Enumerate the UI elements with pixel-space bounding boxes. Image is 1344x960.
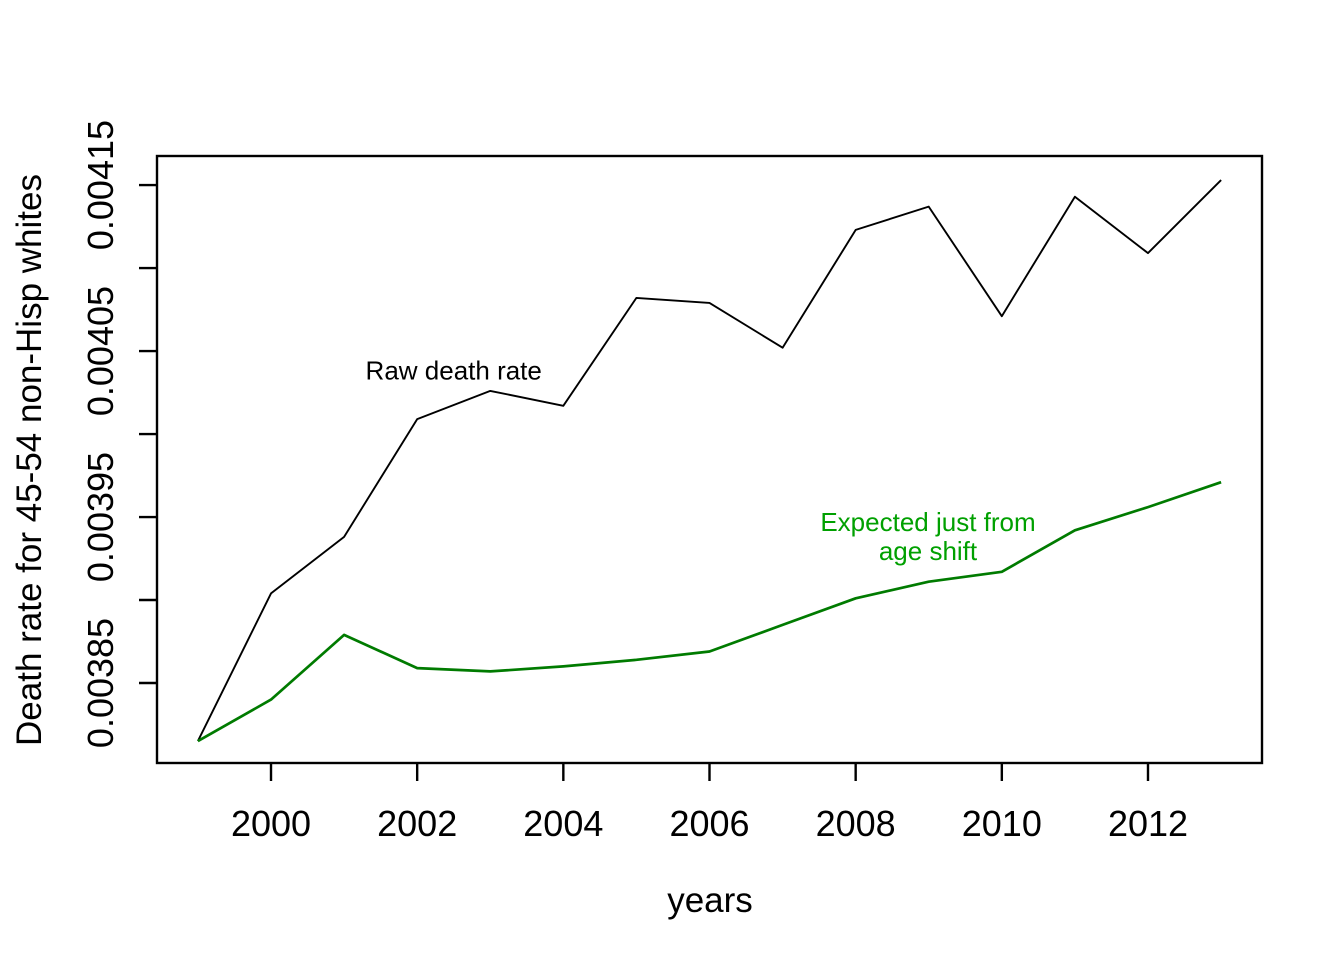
expected-series-annotation: Expected just from age shift bbox=[820, 506, 1036, 566]
x-axis-title: years bbox=[667, 881, 753, 920]
x-tick-label: 2010 bbox=[962, 803, 1042, 844]
y-tick-label: 0.00415 bbox=[80, 120, 121, 250]
x-tick-label: 2002 bbox=[377, 803, 457, 844]
expected-age-shift-line bbox=[197, 480, 1222, 743]
x-tick-label: 2000 bbox=[231, 803, 311, 844]
y-tick-label: 0.00385 bbox=[80, 618, 121, 748]
raw-death-rate-line bbox=[197, 179, 1222, 742]
x-tick-label: 2012 bbox=[1108, 803, 1188, 844]
x-tick-label: 2004 bbox=[523, 803, 603, 844]
raw-series-annotation: Raw death rate bbox=[365, 355, 542, 386]
y-tick-label: 0.00405 bbox=[80, 286, 121, 416]
plot-box bbox=[155, 154, 1264, 765]
x-tick-label: 2006 bbox=[669, 803, 749, 844]
x-tick-label: 2008 bbox=[816, 803, 896, 844]
y-tick-label: 0.00395 bbox=[80, 452, 121, 582]
y-axis-title: Death rate for 45-54 non-Hisp whites bbox=[10, 174, 49, 746]
